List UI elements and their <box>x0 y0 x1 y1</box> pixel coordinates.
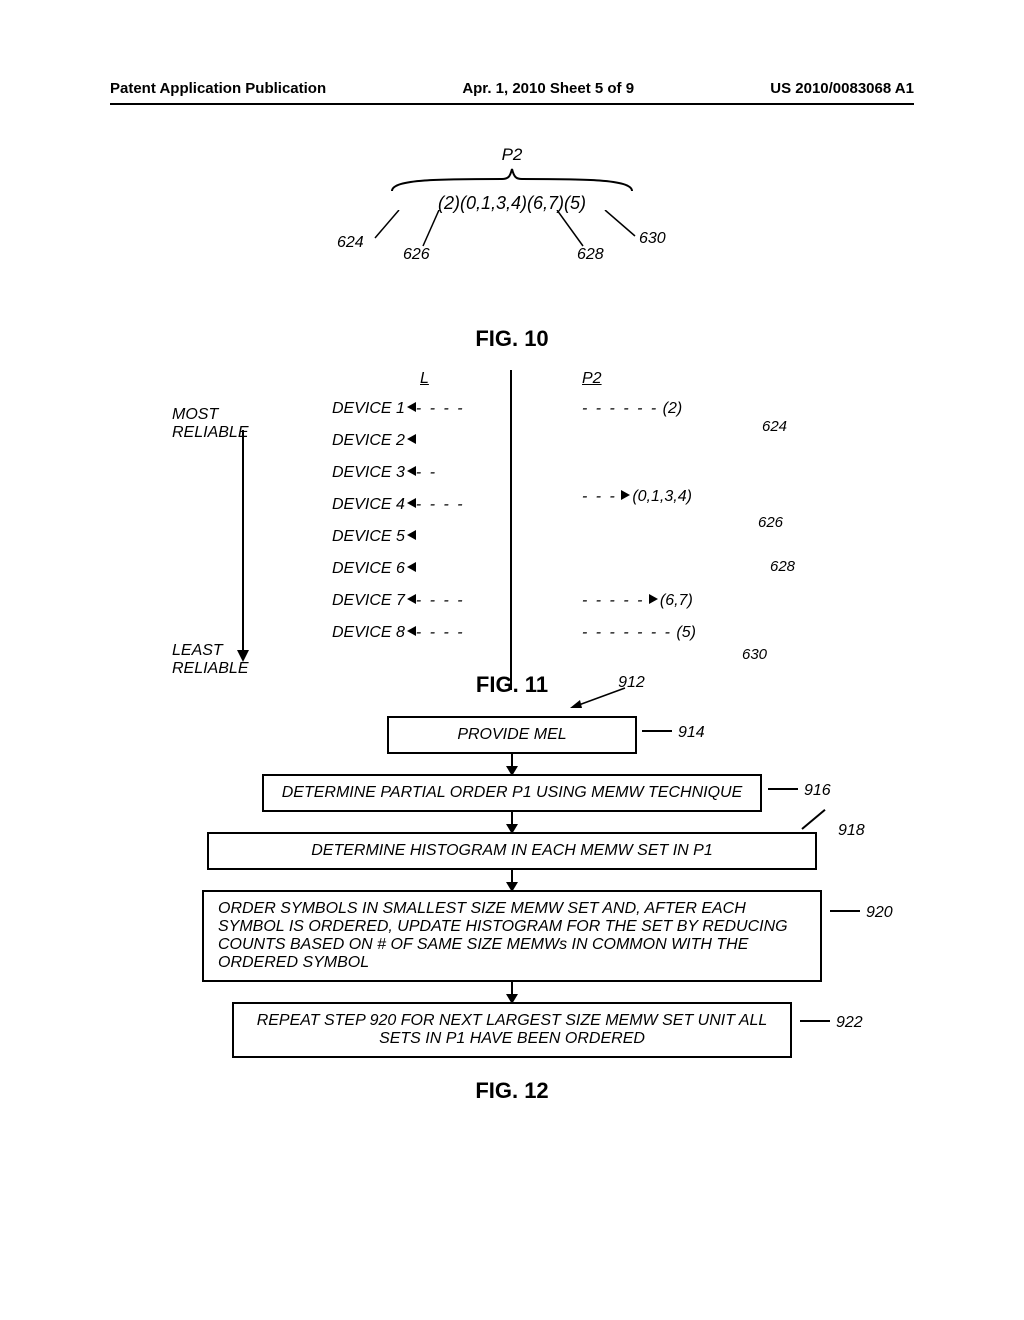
fig11-row-1: DEVICE 1- - - - - - - - - - (2) 624 <box>332 396 822 428</box>
fig11-num-628: 628 <box>770 558 795 575</box>
flow-num-914: 914 <box>642 724 705 742</box>
leader-line-icon <box>801 809 825 830</box>
device-label: DEVICE 8- - - - <box>332 624 465 642</box>
triangle-left-icon <box>407 530 416 540</box>
leader-line-icon <box>642 730 672 732</box>
device-label: DEVICE 5 <box>332 528 416 546</box>
header-right: US 2010/0083068 A1 <box>770 80 914 97</box>
header-center: Apr. 1, 2010 Sheet 5 of 9 <box>462 80 634 97</box>
fig10-label-628: 628 <box>577 246 604 264</box>
flow-step-920: ORDER SYMBOLS IN SMALLEST SIZE MEMW SET … <box>110 890 914 982</box>
flow-step-916: DETERMINE PARTIAL ORDER P1 USING MEMW TE… <box>110 774 914 812</box>
flow-arrow-icon <box>511 812 513 832</box>
flow-box: PROVIDE MEL <box>387 716 637 754</box>
fig10-part-5: (5) <box>564 193 586 213</box>
flow-num-918: 918 <box>802 822 865 840</box>
triangle-right-icon <box>621 490 630 500</box>
flow-num-916: 916 <box>768 782 831 800</box>
fig11-row-8: DEVICE 8- - - - - - - - - - - (5) 630 <box>332 620 822 652</box>
triangle-left-icon <box>407 434 416 444</box>
fig11-column-heads: L P2 <box>202 370 822 396</box>
fig11-row-2: DEVICE 2 <box>332 428 822 460</box>
flow-step-914: PROVIDE MEL 914 <box>110 716 914 754</box>
triangle-left-icon <box>407 626 416 636</box>
fig10-p2-label: P2 <box>312 145 712 165</box>
fig11-rhs-1: - - - - - - (2) <box>582 400 682 418</box>
device-label: DEVICE 7- - - - <box>332 592 465 610</box>
start-arrow-icon <box>570 686 630 708</box>
flow-box: REPEAT STEP 920 FOR NEXT LARGEST SIZE ME… <box>232 1002 792 1058</box>
fig11-title-row: FIG. 11 912 <box>110 672 914 698</box>
fig10-leaders-icon <box>367 210 657 250</box>
fig12-title: FIG. 12 <box>110 1078 914 1104</box>
fig11-row-7: DEVICE 7- - - - - - - - - (6,7) <box>332 588 822 620</box>
leader-line-icon <box>830 910 860 912</box>
fig10-label-row: 624 626 628 630 <box>367 250 657 306</box>
device-label: DEVICE 2 <box>332 432 416 450</box>
flow-arrow-icon <box>511 754 513 774</box>
fig11-row-4: DEVICE 4- - - - - - - (0,1,3,4) 626 <box>332 492 822 524</box>
leader-line-icon <box>768 788 798 790</box>
figure-10: P2 (2)(0,1,3,4)(6,7)(5) 624 626 628 630 <box>312 145 712 306</box>
device-label: DEVICE 4- - - - <box>332 496 465 514</box>
fig10-label-624: 624 <box>337 234 364 252</box>
flow-step-922: REPEAT STEP 920 FOR NEXT LARGEST SIZE ME… <box>110 1002 914 1058</box>
fig10-title: FIG. 10 <box>110 326 914 352</box>
device-label: DEVICE 3 - - <box>332 464 437 482</box>
triangle-right-icon <box>649 594 658 604</box>
fig11-col-P2: P2 <box>582 370 602 388</box>
flow-step-918: DETERMINE HISTOGRAM IN EACH MEMW SET IN … <box>110 832 914 870</box>
header-left: Patent Application Publication <box>110 80 326 97</box>
fig11-row-5: DEVICE 5 <box>332 524 822 556</box>
fig11-title: FIG. 11 <box>476 672 548 697</box>
fig10-part-67: (6,7) <box>527 193 564 213</box>
fig11-rhs-8: - - - - - - - (5) <box>582 624 696 642</box>
leader-line-icon <box>800 1020 830 1022</box>
flow-box: ORDER SYMBOLS IN SMALLEST SIZE MEMW SET … <box>202 890 822 982</box>
fig11-num-630: 630 <box>742 646 767 663</box>
flow-arrow-icon <box>511 870 513 890</box>
fig11-col-L: L <box>420 370 429 388</box>
device-label: DEVICE 6 <box>332 560 416 578</box>
triangle-left-icon <box>407 466 416 476</box>
flow-box: DETERMINE PARTIAL ORDER P1 USING MEMW TE… <box>262 774 762 812</box>
fig11-row-6: DEVICE 6 628 <box>332 556 822 588</box>
figure-12-flowchart: PROVIDE MEL 914 DETERMINE PARTIAL ORDER … <box>110 716 914 1058</box>
fig11-row-3: DEVICE 3 - - <box>332 460 822 492</box>
fig10-part-0134: (0,1,3,4) <box>460 193 527 213</box>
fig11-rhs-67: - - - - - (6,7) <box>582 592 693 610</box>
triangle-left-icon <box>407 402 416 412</box>
triangle-left-icon <box>407 562 416 572</box>
fig11-rhs-mid: - - - (0,1,3,4) <box>582 488 692 506</box>
fig10-label-626: 626 <box>403 246 430 264</box>
flow-num-920: 920 <box>830 904 893 922</box>
triangle-left-icon <box>407 498 416 508</box>
fig11-rows: DEVICE 1- - - - - - - - - - (2) 624 DEVI… <box>202 396 822 652</box>
flow-num-922: 922 <box>800 1014 863 1032</box>
page-container: Patent Application Publication Apr. 1, 2… <box>0 0 1024 1162</box>
figure-11: L P2 MOST RELIABLE LEAST RELIABLE DEVICE… <box>202 370 822 652</box>
triangle-left-icon <box>407 594 416 604</box>
flow-arrow-icon <box>511 982 513 1002</box>
fig10-part-2: (2) <box>438 193 460 213</box>
page-header: Patent Application Publication Apr. 1, 2… <box>110 80 914 105</box>
curly-brace-icon <box>382 165 642 193</box>
fig10-label-630: 630 <box>639 230 666 248</box>
flow-box: DETERMINE HISTOGRAM IN EACH MEMW SET IN … <box>207 832 817 870</box>
device-label: DEVICE 1- - - - <box>332 400 465 418</box>
